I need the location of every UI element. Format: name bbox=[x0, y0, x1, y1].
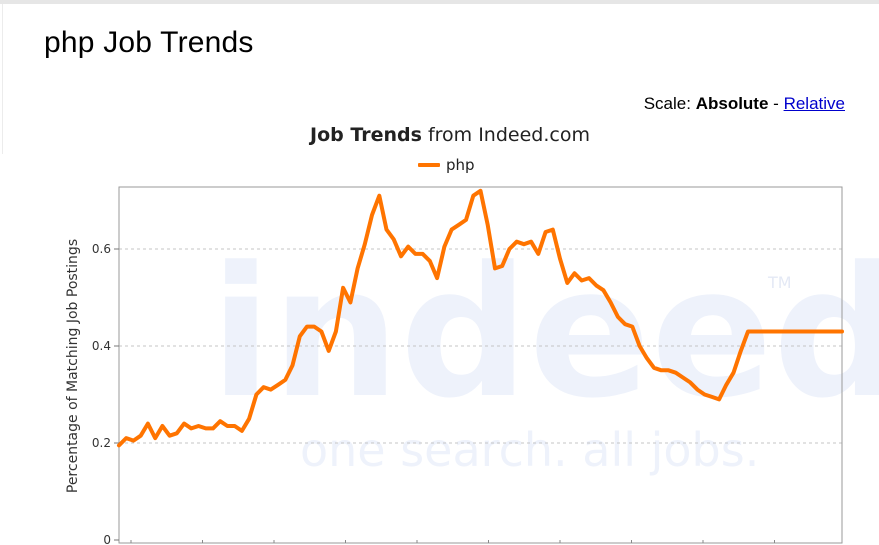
scale-separator: - bbox=[773, 94, 779, 113]
chart-title-rest: from Indeed.com bbox=[427, 124, 590, 146]
chart-title-bold: Job Trends bbox=[310, 124, 422, 146]
page-title: php Job Trends bbox=[44, 26, 254, 59]
legend-label-php: php bbox=[446, 156, 475, 174]
left-rule bbox=[2, 4, 3, 154]
top-strip bbox=[0, 0, 879, 4]
watermark: indeed TM one search. all jobs. bbox=[210, 229, 879, 477]
watermark-tm: TM bbox=[767, 273, 792, 292]
series-line-php bbox=[117, 188, 844, 448]
y-axis-title: Percentage of Matching Job Postings bbox=[65, 239, 81, 493]
scale-label: Scale: bbox=[643, 94, 691, 113]
chart-title: Job Trends from Indeed.com bbox=[0, 124, 879, 146]
plot-frame bbox=[118, 186, 843, 544]
y-tick-label-1: 0.2 bbox=[92, 436, 111, 450]
y-tick-label-2: 0.4 bbox=[92, 339, 111, 353]
x-axis bbox=[130, 540, 775, 543]
scale-relative-link[interactable]: Relative bbox=[783, 94, 845, 113]
scale-absolute: Absolute bbox=[695, 94, 769, 113]
grid bbox=[119, 248, 842, 444]
scale-selector: Scale: Absolute - Relative bbox=[644, 94, 845, 114]
y-tick-label-0: 0 bbox=[103, 533, 111, 545]
watermark-tagline: one search. all jobs. bbox=[300, 423, 759, 477]
y-tick-label-3: 0.6 bbox=[92, 242, 111, 256]
legend: php bbox=[418, 156, 475, 174]
y-axis: 0 0.2 0.4 0.6 bbox=[92, 242, 119, 545]
legend-swatch-php bbox=[418, 163, 440, 167]
